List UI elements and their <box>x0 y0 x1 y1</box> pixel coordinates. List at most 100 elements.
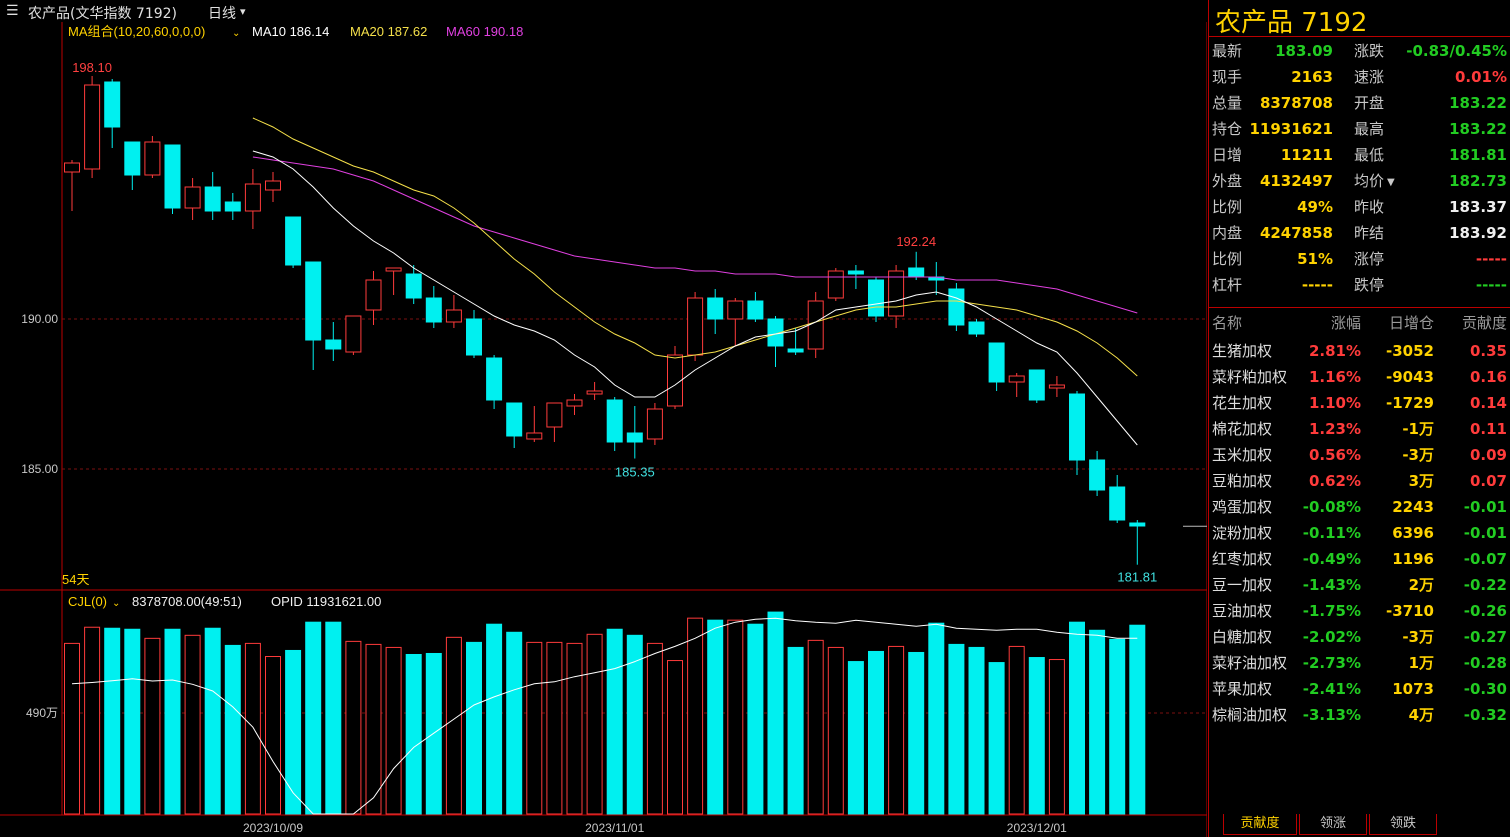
contribution-row[interactable]: 豆一加权 -1.43% 2万 -0.22 <box>1209 572 1510 598</box>
contribution-value: -0.27 <box>1463 628 1507 646</box>
candle-body <box>606 399 623 443</box>
candle-body <box>1109 486 1126 521</box>
quote-label: 内盘 <box>1212 224 1243 242</box>
contribution-row[interactable]: 生猪加权 2.81% -3052 0.35 <box>1209 338 1510 364</box>
volume-bar <box>1048 659 1065 815</box>
contribution-name: 花生加权 <box>1212 394 1273 412</box>
contribution-oi-change: 2万 <box>1408 576 1434 594</box>
volume-bar <box>747 623 764 815</box>
contribution-row[interactable]: 棕榈油加权 -3.13% 4万 -0.32 <box>1209 702 1510 728</box>
volume-bar <box>265 656 281 815</box>
candle-body <box>908 267 925 278</box>
candle-body <box>224 201 241 212</box>
candle-body <box>1008 375 1025 383</box>
contribution-name: 淀粉加权 <box>1212 524 1273 542</box>
period-selector[interactable]: 日线 <box>208 6 236 22</box>
contribution-name: 豆粕加权 <box>1212 472 1273 490</box>
contribution-oi-change: 1万 <box>1408 654 1434 672</box>
volume-bar <box>285 649 302 815</box>
contribution-change: 1.16% <box>1308 368 1361 386</box>
quote-label: 涨停 <box>1354 250 1385 268</box>
volume-bar <box>1089 629 1106 815</box>
volume-bar <box>827 646 844 815</box>
chevron-down-icon[interactable]: ▾ <box>240 5 246 18</box>
volume-bar <box>807 639 824 815</box>
volume-bar <box>566 642 583 815</box>
quote-label: 比例 <box>1212 198 1243 216</box>
contribution-value: -0.32 <box>1463 706 1507 724</box>
contribution-name: 红枣加权 <box>1212 550 1273 568</box>
header-change[interactable]: 涨幅 <box>1330 314 1361 332</box>
contribution-row[interactable]: 白糖加权 -2.02% -3万 -0.27 <box>1209 624 1510 650</box>
volume-bar <box>164 628 181 815</box>
volume-bar <box>606 628 623 815</box>
header-contribution[interactable]: 贡献度 <box>1461 314 1507 332</box>
contribution-value: -0.01 <box>1463 498 1507 516</box>
chevron-down-icon: ⌄ <box>112 598 120 609</box>
tab-losers[interactable]: 领跌 <box>1369 814 1437 835</box>
volume-bar <box>204 627 221 815</box>
ma20-line <box>252 117 1138 377</box>
quote-label: 昨收 <box>1354 198 1385 216</box>
quote-value: ----- <box>1475 250 1507 268</box>
header-name[interactable]: 名称 <box>1212 314 1243 332</box>
contribution-row[interactable]: 菜籽油加权 -2.73% 1万 -0.28 <box>1209 650 1510 676</box>
quote-value: 181.81 <box>1449 146 1507 164</box>
contribution-oi-change: -1729 <box>1386 394 1434 412</box>
candle-body <box>787 348 804 353</box>
contribution-row[interactable]: 棉花加权 1.23% -1万 0.11 <box>1209 416 1510 442</box>
volume-bar <box>506 631 523 815</box>
contribution-row[interactable]: 玉米加权 0.56% -3万 0.09 <box>1209 442 1510 468</box>
header-oi-change[interactable]: 日增仓 <box>1388 314 1434 332</box>
contribution-row[interactable]: 淀粉加权 -0.11% 6396 -0.01 <box>1209 520 1510 546</box>
quote-row: 杠杆 ----- 跌停 ----- <box>1209 272 1510 298</box>
contribution-row[interactable]: 豆油加权 -1.75% -3710 -0.26 <box>1209 598 1510 624</box>
contribution-row[interactable]: 花生加权 1.10% -1729 0.14 <box>1209 390 1510 416</box>
contribution-row[interactable]: 菜籽粕加权 1.16% -9043 0.16 <box>1209 364 1510 390</box>
volume-bar <box>224 644 241 815</box>
volume-bar <box>325 621 342 815</box>
volume-bar <box>546 641 563 815</box>
candle-body <box>646 408 663 440</box>
candle-body <box>104 81 121 128</box>
candle-body <box>445 309 462 323</box>
contribution-row[interactable]: 红枣加权 -0.49% 1196 -0.07 <box>1209 546 1510 572</box>
contribution-oi-change: -9043 <box>1386 368 1434 386</box>
quote-row: 比例 51% 涨停 ----- <box>1209 246 1510 272</box>
quote-label: 昨结 <box>1354 224 1385 242</box>
tab-contribution[interactable]: 贡献度 <box>1223 814 1297 835</box>
candle-body <box>566 399 583 407</box>
contribution-name: 菜籽油加权 <box>1212 654 1288 672</box>
contribution-value: -0.26 <box>1463 602 1507 620</box>
quote-value: 8378708 <box>1259 94 1333 112</box>
contribution-name: 鸡蛋加权 <box>1212 498 1273 516</box>
contribution-oi-change: -3万 <box>1402 446 1434 464</box>
candle-body <box>405 273 422 299</box>
volume-bar <box>305 621 322 815</box>
ma20-legend: MA20 187.62 <box>350 24 427 39</box>
contribution-oi-change: -3710 <box>1386 602 1434 620</box>
contribution-value: 0.09 <box>1469 446 1507 464</box>
contribution-row[interactable]: 鸡蛋加权 -0.08% 2243 -0.01 <box>1209 494 1510 520</box>
volume-bar <box>888 645 905 815</box>
divider <box>1209 307 1510 308</box>
contribution-row[interactable]: 豆粕加权 0.62% 3万 0.07 <box>1209 468 1510 494</box>
quote-label: 比例 <box>1212 250 1243 268</box>
kline-chart[interactable]: 190.00 185.00 198.10 192.24 185.35 181.81 54天 M… <box>0 0 1207 837</box>
candle-body <box>506 402 523 437</box>
contribution-row[interactable]: 苹果加权 -2.41% 1073 -0.30 <box>1209 676 1510 702</box>
caret-down-icon[interactable]: ▼ <box>1387 177 1395 188</box>
quote-row: 外盘 4132497 均价 182.73 ▼ <box>1209 168 1510 194</box>
menu-icon[interactable]: ☰ <box>6 3 19 19</box>
contribution-change: 0.56% <box>1308 446 1361 464</box>
quote-value: 11931621 <box>1249 120 1334 138</box>
quote-value: 4132497 <box>1259 172 1333 190</box>
contribution-name: 菜籽粕加权 <box>1212 368 1288 386</box>
tab-gainers[interactable]: 领涨 <box>1299 814 1367 835</box>
contribution-oi-change: -3万 <box>1402 628 1434 646</box>
contribution-value: -0.30 <box>1463 680 1507 698</box>
quote-label: 持仓 <box>1212 120 1243 138</box>
candle-body <box>626 432 643 443</box>
instrument-name: 农产品(文华指数 7192) <box>28 6 178 22</box>
volume-bar <box>345 640 362 815</box>
